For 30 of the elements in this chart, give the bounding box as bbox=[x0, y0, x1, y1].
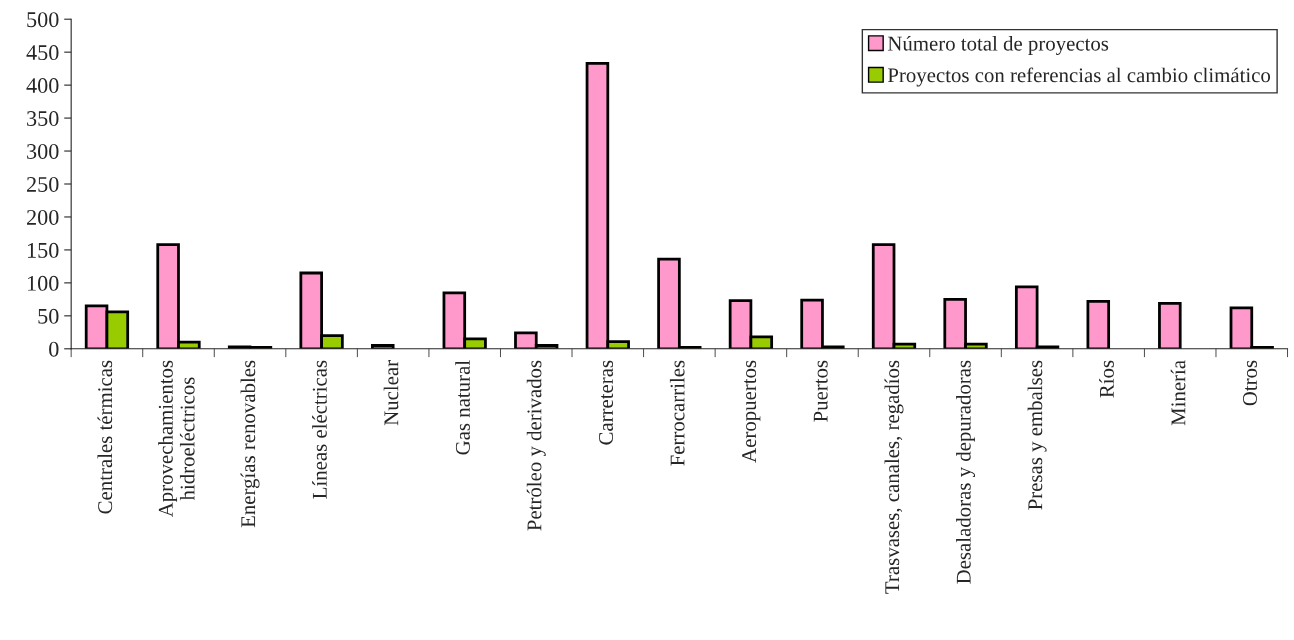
legend-label: Número total de proyectos bbox=[887, 35, 1109, 55]
x-tick-label: Trasvases, canales, regadíos bbox=[884, 360, 904, 594]
y-tick-label: 450 bbox=[26, 45, 59, 61]
y-tick-label: 350 bbox=[27, 111, 59, 127]
y-tick-label: 50 bbox=[38, 308, 59, 324]
x-tick-label: Petróleo y derivados bbox=[526, 360, 546, 531]
y-tick-label: 300 bbox=[27, 143, 59, 159]
x-tick-label: Nuclear bbox=[383, 360, 399, 426]
x-tick-label: Desaladoras y depuradoras bbox=[956, 360, 976, 584]
y-tick-label: 250 bbox=[27, 176, 59, 192]
x-tick-label: Aprovechamientos hidroeléctricos bbox=[158, 360, 195, 518]
x-tick-label: Minería bbox=[1170, 360, 1186, 426]
x-tick-label: Carreteras bbox=[599, 360, 614, 445]
y-tick-label: 200 bbox=[27, 209, 59, 225]
x-tick-label: Energías renovables bbox=[240, 360, 260, 528]
y-tick-label: 100 bbox=[27, 275, 59, 291]
legend-label: Proyectos con referencias al cambio climático bbox=[887, 67, 1271, 87]
x-tick-label: Otros bbox=[1242, 360, 1257, 406]
x-tick-label: Gas natural bbox=[455, 360, 470, 455]
x-tick-label: Puertos bbox=[813, 360, 828, 422]
y-tick-label: 150 bbox=[27, 242, 59, 258]
y-tick-label: 500 bbox=[27, 12, 59, 28]
x-tick-label: Ferrocarriles bbox=[669, 360, 685, 466]
x-tick-label: Presas y embalses bbox=[1027, 360, 1047, 510]
x-tick-label: Centrales térmicas bbox=[97, 360, 113, 514]
x-tick-label: Ríos bbox=[1099, 360, 1114, 398]
x-tick-label: Líneas eléctricas bbox=[312, 360, 327, 499]
y-tick-label: 400 bbox=[26, 78, 59, 94]
y-tick-label: 0 bbox=[49, 341, 59, 357]
x-tick-label: Aeropuertos bbox=[742, 360, 761, 463]
